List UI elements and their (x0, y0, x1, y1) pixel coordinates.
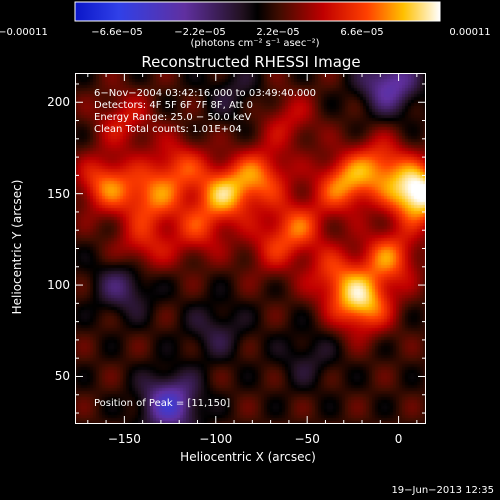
x-axis-label: Heliocentric X (arcsec) (180, 450, 316, 464)
colorbar-label: 0.00011 (449, 27, 491, 38)
y-axis-label: Heliocentric Y (arcsec) (10, 179, 24, 315)
timestamp: 19−Jun−2013 12:35 (391, 485, 494, 496)
peak-position-annotation: Position of Peak = [11,150] (94, 398, 231, 409)
colorbar-label: 2.2e−05 (256, 27, 300, 38)
y-tick-label: 50 (54, 369, 70, 384)
x-tick-label: 0 (394, 432, 403, 446)
chart-title: Reconstructed RHESSI Image (141, 53, 361, 71)
colorbar-units: (photons cm⁻² s⁻¹ asec⁻²) (190, 38, 320, 49)
clean-counts-annotation: Clean Total counts: 1.01E+04 (94, 124, 242, 135)
colorbar-label: −6.6e−05 (91, 27, 143, 38)
x-tick-label: −50 (294, 432, 320, 446)
colorbar-label: −2.2e−05 (174, 27, 226, 38)
detectors-annotation: Detectors: 4F 5F 6F 7F 8F, Att 0 (94, 100, 254, 111)
y-tick-label: 200 (47, 95, 70, 110)
x-tick-label: −100 (199, 432, 233, 446)
heatmap-image (75, 73, 426, 424)
x-tick-label: −150 (107, 432, 141, 446)
colorbar-label: 6.6e−05 (340, 27, 384, 38)
time-range-annotation: 6−Nov−2004 03:42:16.000 to 03:49:40.000 (94, 88, 317, 99)
colorbar-label: −0.00011 (0, 27, 48, 38)
colorbar-gradient (74, 1, 441, 22)
y-tick-label: 150 (47, 186, 70, 201)
y-tick-label: 100 (47, 278, 70, 293)
colorbar (74, 1, 441, 22)
energy-range-annotation: Energy Range: 25.0 − 50.0 keV (94, 112, 252, 123)
